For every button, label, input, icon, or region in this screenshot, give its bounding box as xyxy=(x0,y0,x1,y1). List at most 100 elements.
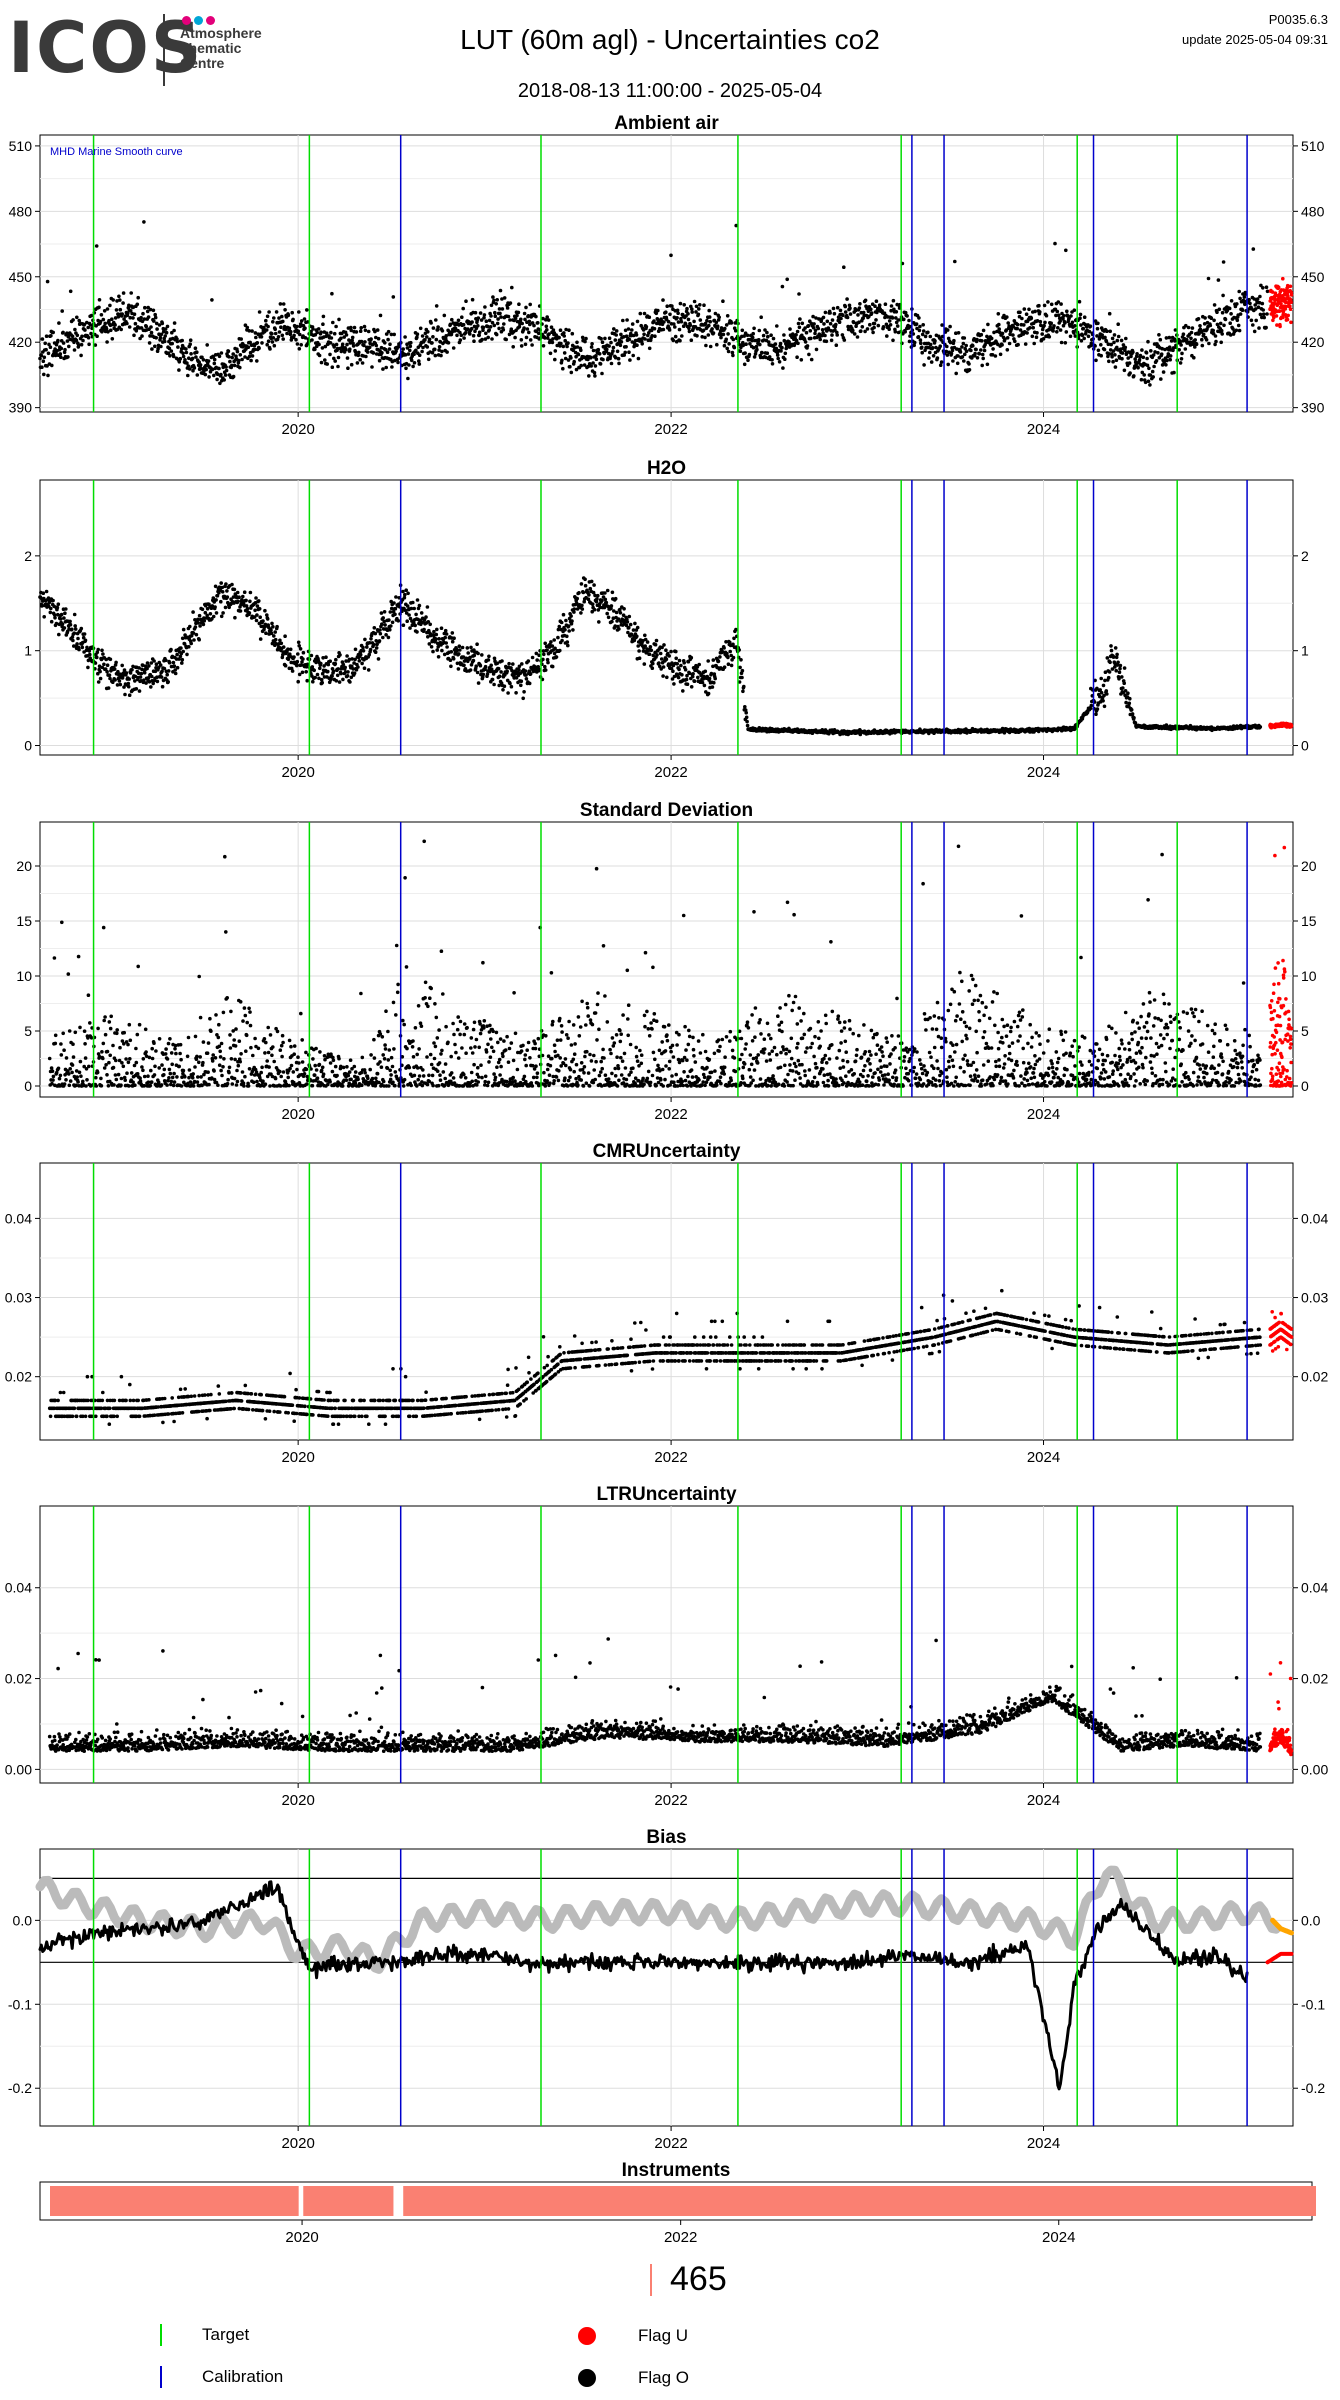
data-point xyxy=(1059,340,1064,345)
data-point xyxy=(971,344,975,348)
data-point xyxy=(751,331,755,336)
data-point xyxy=(1288,307,1293,312)
data-point xyxy=(444,641,449,645)
data-point xyxy=(161,329,166,334)
data-point xyxy=(551,328,556,332)
data-point xyxy=(80,334,84,339)
data-point xyxy=(460,645,465,650)
data-point xyxy=(1260,301,1265,306)
data-point xyxy=(185,361,189,365)
data-point xyxy=(954,371,958,376)
data-point xyxy=(58,352,63,356)
data-point xyxy=(55,605,60,610)
data-point xyxy=(609,604,614,608)
data-point xyxy=(696,312,701,317)
data-point xyxy=(215,372,220,377)
data-point xyxy=(1164,363,1168,367)
data-point xyxy=(1281,276,1285,281)
data-point xyxy=(191,368,195,373)
data-point xyxy=(426,357,431,362)
data-point xyxy=(664,648,668,652)
data-point xyxy=(175,665,180,670)
data-point xyxy=(147,664,151,668)
data-point xyxy=(569,356,573,360)
data-point xyxy=(219,372,223,377)
data-point xyxy=(141,311,145,316)
data-point xyxy=(384,365,389,370)
data-point xyxy=(581,590,586,595)
data-point xyxy=(363,340,367,344)
data-point xyxy=(797,325,802,330)
data-point xyxy=(1201,332,1206,337)
data-point xyxy=(630,328,634,332)
data-point xyxy=(227,355,231,359)
data-point xyxy=(732,345,737,350)
data-point xyxy=(645,640,650,644)
data-point xyxy=(477,333,482,338)
data-point xyxy=(202,619,207,623)
data-point xyxy=(97,298,102,302)
data-point xyxy=(569,370,574,375)
data-point xyxy=(489,303,494,308)
data-point xyxy=(740,675,744,680)
data-point xyxy=(722,665,727,669)
data-point xyxy=(71,638,75,643)
data-point xyxy=(809,336,813,341)
data-point xyxy=(600,598,604,603)
data-point xyxy=(561,344,566,349)
data-point xyxy=(99,313,104,317)
data-point xyxy=(1207,341,1211,346)
data-point xyxy=(876,323,881,328)
data-point xyxy=(181,649,185,654)
data-point xyxy=(172,328,176,333)
data-point xyxy=(104,327,109,331)
data-point xyxy=(869,307,873,312)
data-point xyxy=(979,332,984,337)
data-point xyxy=(622,353,626,357)
data-point xyxy=(417,353,422,358)
data-point xyxy=(346,670,350,674)
data-point xyxy=(1132,374,1136,378)
data-point xyxy=(89,313,94,318)
data-point xyxy=(218,381,222,386)
data-point xyxy=(973,351,977,356)
data-point xyxy=(796,341,800,346)
data-point xyxy=(452,636,456,640)
data-point xyxy=(214,611,219,615)
data-point xyxy=(1213,334,1218,338)
data-point xyxy=(637,656,642,660)
data-point xyxy=(480,653,484,657)
logo-sub-line: Atmosphere xyxy=(180,25,262,41)
data-point xyxy=(118,682,123,687)
data-point xyxy=(1094,358,1098,363)
data-point xyxy=(291,317,295,322)
data-point xyxy=(520,321,524,326)
data-point xyxy=(150,347,154,351)
data-point xyxy=(627,625,631,630)
data-point xyxy=(496,666,501,671)
data-point xyxy=(1040,332,1044,336)
data-point xyxy=(564,327,568,332)
data-point xyxy=(1135,352,1139,356)
data-point xyxy=(476,324,480,328)
data-point xyxy=(557,624,562,629)
data-point xyxy=(115,299,119,303)
data-point xyxy=(643,644,647,648)
data-point xyxy=(301,650,306,655)
data-point xyxy=(173,671,178,676)
data-point xyxy=(509,684,514,689)
data-point xyxy=(596,593,600,598)
data-point xyxy=(75,315,79,320)
data-point xyxy=(689,685,694,689)
data-point xyxy=(357,659,362,663)
data-point xyxy=(634,333,639,337)
data-point xyxy=(1248,301,1252,306)
data-point xyxy=(1022,307,1027,311)
data-point xyxy=(310,338,314,342)
data-point xyxy=(440,349,444,354)
data-point xyxy=(88,652,92,657)
data-point xyxy=(1179,357,1184,361)
data-point xyxy=(337,317,341,322)
